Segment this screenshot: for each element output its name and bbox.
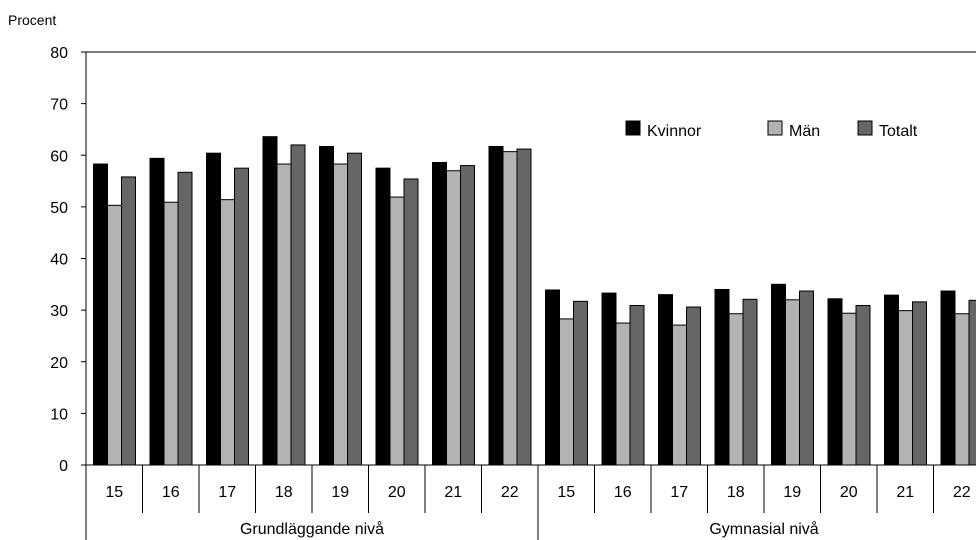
y-tick-label: 0 xyxy=(59,458,68,475)
y-tick-label: 80 xyxy=(50,45,68,62)
bar-totalt xyxy=(573,300,588,466)
bar-män xyxy=(502,151,518,466)
bar-kvinnor xyxy=(545,289,560,466)
bar-kvinnor xyxy=(262,136,278,466)
bar-kvinnor xyxy=(884,294,899,466)
x-tick-label: 16 xyxy=(162,484,180,501)
y-axis-label: Procent xyxy=(8,12,56,28)
bar-totalt xyxy=(121,176,136,466)
bar-kvinnor xyxy=(601,292,617,466)
bar-totalt xyxy=(177,171,193,466)
bar-kvinnor xyxy=(375,167,391,466)
bar-män xyxy=(220,199,235,466)
x-tick-label: 21 xyxy=(444,484,462,501)
y-tick-label: 50 xyxy=(50,200,68,217)
bar-kvinnor xyxy=(488,145,504,466)
bar-totalt xyxy=(234,167,249,466)
y-tick-label: 10 xyxy=(50,406,68,423)
x-tick-label: 17 xyxy=(218,484,236,501)
bar-män xyxy=(389,196,405,466)
legend: Kvinnor Män Totalt xyxy=(625,120,918,140)
legend-swatch-kvinnor xyxy=(625,120,641,136)
bar-kvinnor xyxy=(771,283,786,466)
bar-kvinnor xyxy=(827,298,843,466)
bar-kvinnor xyxy=(149,157,165,466)
bar-totalt xyxy=(799,290,814,466)
bar-män xyxy=(954,313,970,466)
bar-kvinnor xyxy=(432,161,447,466)
legend-swatch-totalt xyxy=(857,120,873,136)
group-label: Grundläggande nivå xyxy=(240,520,384,538)
bar-totalt xyxy=(347,152,362,466)
bar-totalt xyxy=(855,304,871,466)
legend-label-totalt: Totalt xyxy=(879,123,918,140)
x-tick-label: 16 xyxy=(614,484,632,501)
x-tick-label: 20 xyxy=(840,484,858,501)
x-tick-label: 15 xyxy=(557,484,575,501)
bar-kvinnor xyxy=(940,290,956,466)
bar-kvinnor xyxy=(93,163,108,466)
bar-totalt xyxy=(742,298,758,466)
bar-män xyxy=(107,204,122,466)
bar-män xyxy=(163,201,179,466)
bar-män xyxy=(785,299,800,466)
x-tick-label: 21 xyxy=(896,484,914,501)
bar-män xyxy=(276,163,292,466)
x-axis: 15 16 17 18 19 20 21 22 Grundläggande nivå 15 16 17… xyxy=(85,464,976,540)
y-axis: 0 10 20 30 40 50 60 70 80 xyxy=(50,45,976,475)
x-tick-label: 18 xyxy=(275,484,293,501)
bar-kvinnor xyxy=(658,294,673,466)
group-label: Gymnasial nivå xyxy=(709,520,818,538)
x-tick-label: 19 xyxy=(331,484,349,501)
bar-totalt xyxy=(290,144,306,466)
bar-totalt xyxy=(403,178,419,466)
bar-män xyxy=(672,324,687,466)
x-tick-label: 22 xyxy=(501,484,519,501)
y-tick-label: 20 xyxy=(50,355,68,372)
y-tick-label: 30 xyxy=(50,303,68,320)
bar-män xyxy=(841,312,857,466)
legend-swatch-män xyxy=(767,120,783,136)
bar-totalt xyxy=(912,301,927,466)
bar-kvinnor xyxy=(714,288,730,466)
y-tick-label: 70 xyxy=(50,97,68,114)
bar-män xyxy=(333,163,348,466)
bar-totalt xyxy=(460,165,475,466)
x-tick-label: 15 xyxy=(105,484,123,501)
bar-kvinnor xyxy=(206,152,221,466)
x-tick-label: 17 xyxy=(670,484,688,501)
bar-totalt xyxy=(629,304,645,466)
legend-label-kvinnor: Kvinnor xyxy=(647,123,702,140)
y-tick-label: 60 xyxy=(50,148,68,165)
legend-label-män: Män xyxy=(789,123,820,140)
bars xyxy=(93,136,976,466)
bar-totalt xyxy=(686,306,701,466)
bar-totalt xyxy=(968,299,976,466)
y-tick-label: 40 xyxy=(50,252,68,269)
x-tick-label: 20 xyxy=(388,484,406,501)
bar-män xyxy=(615,322,631,466)
bar-män xyxy=(728,313,744,466)
bar-män xyxy=(446,170,461,466)
bar-kvinnor xyxy=(319,145,334,466)
x-tick-label: 22 xyxy=(953,484,971,501)
x-tick-label: 18 xyxy=(727,484,745,501)
bar-män xyxy=(559,318,574,466)
bar-totalt xyxy=(516,148,532,466)
bar-män xyxy=(898,310,913,466)
x-tick-label: 19 xyxy=(783,484,801,501)
